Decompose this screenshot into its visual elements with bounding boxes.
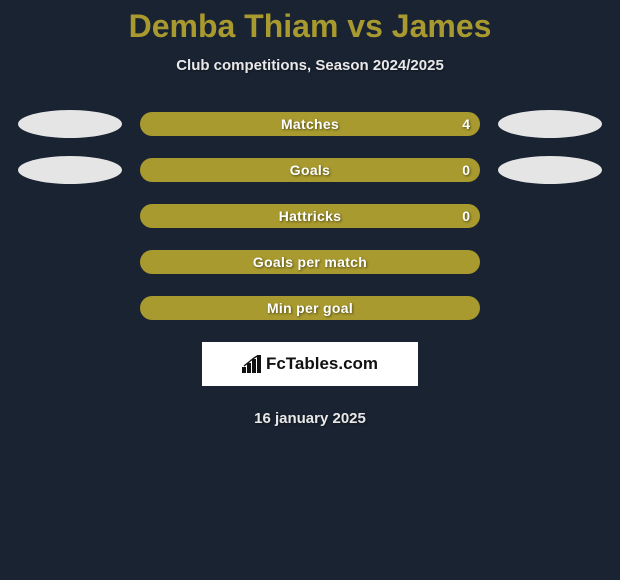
source-logo: FcTables.com [242, 354, 378, 374]
stat-bar-wrap: Min per goal [140, 296, 480, 320]
stat-row: Goals 0 [0, 158, 620, 182]
page-title: Demba Thiam vs James [0, 8, 620, 45]
stat-row: Matches 4 [0, 112, 620, 136]
chart-icon [242, 355, 262, 373]
left-ellipse [18, 110, 122, 138]
stat-row: Hattricks 0 [0, 204, 620, 228]
stat-rows: Matches 4 Goals 0 Hattricks 0 Goals per match M… [0, 112, 620, 320]
stat-bar: Hattricks 0 [140, 204, 480, 228]
subtitle: Club competitions, Season 2024/2025 [0, 57, 620, 74]
stat-bar: Goals per match [140, 250, 480, 274]
stat-bar: Goals 0 [140, 158, 480, 182]
left-spacer [18, 294, 122, 322]
right-spacer [498, 202, 602, 230]
stat-label: Goals [290, 162, 330, 178]
right-ellipse [498, 110, 602, 138]
stat-bar-wrap: Matches 4 [140, 112, 480, 136]
stat-bar-wrap: Hattricks 0 [140, 204, 480, 228]
stat-label: Hattricks [279, 208, 342, 224]
left-spacer [18, 202, 122, 230]
right-spacer [498, 248, 602, 276]
stat-bar-wrap: Goals 0 [140, 158, 480, 182]
stat-value: 4 [462, 116, 470, 132]
source-logo-text: FcTables.com [266, 354, 378, 374]
stat-value: 0 [462, 162, 470, 178]
stat-row: Goals per match [0, 250, 620, 274]
source-logo-box: FcTables.com [202, 342, 418, 386]
right-spacer [498, 294, 602, 322]
stat-bar: Matches 4 [140, 112, 480, 136]
stat-value: 0 [462, 208, 470, 224]
left-ellipse [18, 156, 122, 184]
right-ellipse [498, 156, 602, 184]
stat-bar: Min per goal [140, 296, 480, 320]
left-spacer [18, 248, 122, 276]
stat-label: Min per goal [267, 300, 353, 316]
date-label: 16 january 2025 [0, 410, 620, 427]
stat-bar-wrap: Goals per match [140, 250, 480, 274]
stat-label: Matches [281, 116, 339, 132]
infographic-container: Demba Thiam vs James Club competitions, … [0, 0, 620, 427]
stat-row: Min per goal [0, 296, 620, 320]
stat-label: Goals per match [253, 254, 367, 270]
